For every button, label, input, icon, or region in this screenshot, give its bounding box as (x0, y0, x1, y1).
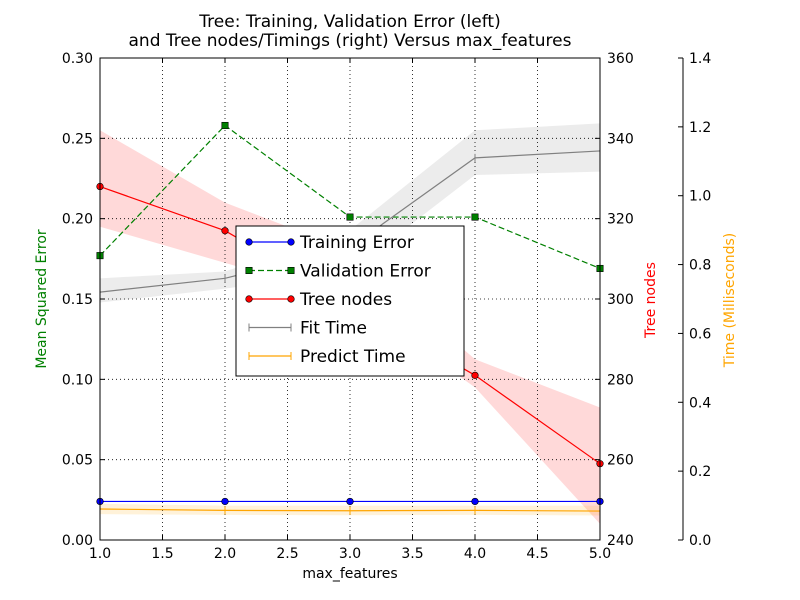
x-tick-label: 3.0 (339, 546, 361, 562)
legend-label: Tree nodes (299, 290, 392, 310)
y-right2-tick-label: 1.0 (689, 189, 711, 205)
x-tick-label: 2.5 (276, 546, 298, 562)
legend-label: Training Error (299, 233, 414, 253)
data-point (471, 497, 479, 506)
y-left-tick-label: 0.00 (62, 533, 93, 549)
x-axis-label: max_features (302, 566, 397, 582)
x-tick-label: 1.5 (151, 546, 173, 562)
legend-box (235, 225, 465, 377)
y-right1-tick-label: 240 (607, 533, 634, 549)
y-right2-tick-label: 0.2 (689, 464, 711, 480)
y-right2-tick-label: 0.8 (689, 258, 711, 274)
x-tick-label: 2.0 (214, 546, 236, 562)
data-point (221, 497, 229, 506)
y-left-tick-label: 0.05 (62, 453, 93, 469)
legend-marker (287, 238, 295, 246)
y-right1-tick-label: 320 (607, 212, 634, 228)
x-tick-label: 4.0 (464, 546, 486, 562)
x-tick-label: 3.5 (401, 546, 423, 562)
chart-title-line: and Tree nodes/Timings (right) Versus ma… (129, 31, 572, 51)
x-tick-label: 4.5 (526, 546, 548, 562)
tick-labels: 1.0 1.5 2.0 2.5 3.0 3.5 4.0 4.5 5.0 0.00 0.05 0.10 0… (62, 51, 712, 562)
y-right2-axis-label: Time (Milliseconds) (722, 233, 738, 369)
band-3 (100, 123, 600, 303)
y-right2-tick-label: 0.6 (689, 326, 711, 342)
y-left-tick-label: 0.25 (62, 131, 93, 147)
legend: Training Error Validation Error Tree nodes… (235, 225, 465, 377)
y-right1-tick-label: 260 (607, 453, 634, 469)
y-right1-tick-label: 340 (607, 131, 634, 147)
legend-marker (287, 295, 295, 303)
y-right1-tick-label: 280 (607, 372, 634, 388)
legend-label: Validation Error (300, 262, 431, 282)
legend-marker (245, 266, 253, 274)
x-tick-label: 1.0 (89, 546, 111, 562)
data-point (471, 371, 479, 379)
y-right2-tick-label: 1.2 (689, 120, 711, 136)
legend-marker (287, 266, 295, 274)
legend-label: Fit Time (300, 319, 367, 339)
y-left-tick-label: 0.30 (62, 51, 93, 67)
data-point (346, 497, 354, 506)
axes (99, 57, 684, 541)
data-point (221, 121, 229, 129)
y-left-tick-label: 0.15 (62, 292, 93, 308)
data-point (346, 213, 354, 221)
data-point (471, 213, 479, 221)
y-right1-axis-label: Tree nodes (643, 262, 659, 339)
y-right2-tick-label: 0.4 (689, 395, 711, 411)
y-left-tick-label: 0.20 (62, 212, 93, 228)
data-point (221, 227, 229, 235)
x-tick-label: 5.0 (589, 546, 611, 562)
legend-label: Predict Time (300, 347, 406, 367)
legend-marker (245, 238, 253, 246)
chart-title-line: Tree: Training, Validation Error (left) (198, 12, 500, 32)
y-right1-tick-label: 300 (607, 292, 634, 308)
y-left-axis-label: Mean Squared Error (34, 229, 50, 369)
legend-marker (245, 295, 253, 303)
y-right1-tick-label: 360 (607, 51, 634, 67)
y-right2-tick-label: 1.4 (689, 51, 711, 67)
titles: Tree: Training, Validation Error (left)a… (34, 12, 738, 582)
y-right2-tick-label: 0.0 (689, 533, 711, 549)
y-left-tick-label: 0.10 (62, 372, 93, 388)
